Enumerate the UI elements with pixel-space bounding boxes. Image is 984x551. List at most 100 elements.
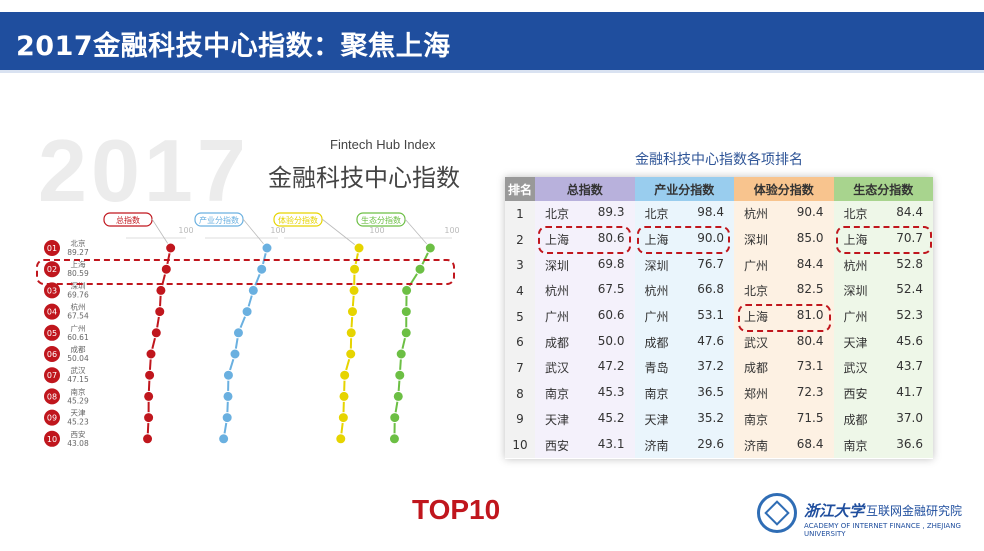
table-header-row: 排名 总指数 产业分指数 体验分指数 生态分指数 [505,177,933,201]
legend-label: 生态分指数 [361,215,401,225]
series-point [232,327,244,339]
rank-badge [44,303,60,320]
score-cell: 81.0 [796,308,824,323]
rank-badge [44,240,60,256]
city-cell: 南京 [545,387,570,402]
city-cell: 南京 [843,438,868,453]
header-industry: 产业分指数 [634,177,734,201]
cell-group: 青岛 37.2 [634,355,734,381]
city-cell: 北京 [545,207,570,222]
city-cell: 郑州 [744,387,769,402]
series-point [345,348,357,360]
score-cell: 90.0 [697,231,724,246]
score-cell: 90.4 [796,205,824,220]
series-line [146,247,172,439]
cell-group: 广州 60.6 [535,303,635,330]
city-cell: 北京 [744,284,769,299]
header-experience: 体验分指数 [734,177,834,201]
cell-group: 广州 84.4 [734,252,834,279]
cell-group: 成都 47.6 [634,329,734,356]
city-cell: 济南 [744,438,769,453]
city-cell: 成都 [644,335,669,350]
legend-label: 总指数 [116,215,140,225]
city-cell: 深圳 [744,233,769,248]
score-cell: 52.8 [896,256,923,271]
score-cell: 37.0 [896,410,923,425]
cell-group: 成都 50.0 [535,329,635,356]
score-label: 45.29 [67,396,89,405]
university-name: 浙江大学 [804,502,865,520]
series-point [395,348,407,360]
series-point [392,390,404,402]
city-label: 杭州 [71,302,86,312]
series-line [222,247,268,439]
score-cell: 36.5 [697,385,724,400]
city-label: 上海 [71,259,86,269]
rank-cell: 9 [505,406,535,433]
score-cell: 69.8 [597,256,625,271]
city-cell: 深圳 [545,258,570,273]
score-cell: 43.7 [896,359,923,374]
score-label: 89.27 [67,248,89,257]
cell-group: 深圳 85.0 [734,226,834,253]
cell-group: 成都 37.0 [833,406,933,433]
score-cell: 72.3 [796,385,824,400]
city-cell: 北京 [644,207,669,222]
score-cell: 36.6 [896,436,923,451]
cell-group: 武汉 47.2 [535,355,635,381]
score-cell: 45.3 [597,385,625,400]
rank-badge [44,324,60,341]
cell-group: 上海 81.0 [734,303,834,330]
rank-badge [44,430,60,447]
series-point [256,263,268,275]
rank-number: 09 [47,414,57,423]
city-cell: 武汉 [744,335,769,350]
rank-badge [44,409,60,426]
series-point [160,263,172,275]
cell-group: 深圳 52.4 [833,278,933,304]
series-point [401,284,413,296]
university-logo-icon [757,493,797,533]
score-cell: 29.6 [697,436,724,451]
score-cell: 70.7 [896,231,923,246]
city-cell: 杭州 [843,258,868,273]
rank-number: 08 [47,392,57,401]
rank-cell: 4 [505,278,535,304]
cell-group: 南京 45.3 [535,380,635,407]
legend-connector [242,218,268,249]
legend-label: 体验分指数 [278,215,318,225]
series-point [339,369,351,381]
institute-name: 互联网金融研究院 [866,504,963,518]
series-point [348,284,360,296]
legend-label: 产业分指数 [199,215,239,225]
table-title: 金融科技中心指数各项排名 [635,152,803,168]
legend-connector [404,218,431,249]
chart-subtitle-en: Fintech Hub Index [330,137,436,152]
rank-number: 05 [47,329,57,338]
series-point [349,263,361,275]
score-cell: 98.4 [697,205,724,220]
axis-max-label: 100 [270,226,285,235]
cell-group: 上海 70.7 [833,226,933,253]
score-cell: 35.2 [697,410,724,425]
city-label: 西安 [71,429,86,439]
rank-badge [44,346,60,362]
table-row: 2 上海 80.6 上海 90.0 深圳 85.0 上海 70.7 [505,226,933,253]
highlight-industry-shanghai [637,226,730,254]
axis-max-label: 100 [178,226,193,235]
series-point [345,327,357,339]
rank-number: 06 [47,350,57,359]
city-cell: 西安 [545,438,570,453]
city-label: 广州 [71,323,86,333]
cell-group: 杭州 67.5 [535,278,635,304]
series-point [143,390,155,402]
table-row: 8 南京 45.3 南京 36.5 郑州 72.3 西安 41.7 [505,380,933,407]
rank-cell: 8 [505,380,535,407]
series-line [339,247,361,439]
series-point [388,433,400,445]
rank-number: 04 [47,308,57,317]
header-rank: 排名 [505,177,535,201]
table-row: 6 成都 50.0 成都 47.6 武汉 80.4 天津 45.6 [505,329,933,356]
city-label: 北京 [71,238,86,248]
top10-label: TOP10 [412,494,501,525]
